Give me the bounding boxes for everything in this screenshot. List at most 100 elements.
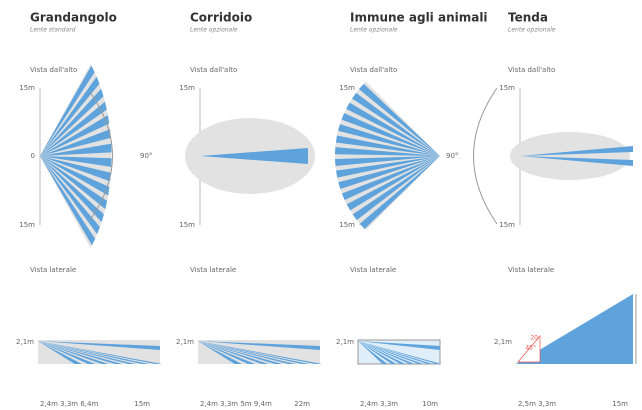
distance-label: 2,4m 3,3m 6,4m <box>40 400 98 408</box>
beam <box>341 156 440 200</box>
side-beam <box>198 341 310 364</box>
side-beam <box>198 341 269 364</box>
height-label: 2,1m <box>176 338 194 346</box>
side-beam <box>38 341 123 364</box>
side-mark: 45° <box>525 345 536 352</box>
axis-label: 0 <box>31 152 35 160</box>
column-title: Tenda <box>508 11 548 25</box>
view-label: Vista dall'alto <box>508 66 555 74</box>
view-label: Vista dall'alto <box>190 66 237 74</box>
height-label: 2,1m <box>336 338 354 346</box>
view-label: Vista dall'alto <box>30 66 77 74</box>
beam <box>40 156 111 182</box>
beam <box>40 156 110 196</box>
side-beam <box>358 341 415 364</box>
column-subtitle: Lente opzionale <box>508 27 556 34</box>
distance-label: 2,5m 3,3m <box>518 400 556 408</box>
axis-label: 15m <box>19 221 35 229</box>
side-beam <box>38 341 150 364</box>
axis-label: 15m <box>179 221 195 229</box>
angle-label: 90° <box>446 152 458 160</box>
view-label: Vista dall'alto <box>350 66 397 74</box>
beam <box>40 143 112 156</box>
distance-label: 10m <box>422 400 438 408</box>
beam <box>346 102 440 156</box>
side-beam <box>38 341 160 350</box>
view-label: Vista laterale <box>30 266 76 274</box>
beam <box>40 156 104 223</box>
side-area <box>517 335 541 363</box>
angle-label: 90° <box>140 152 152 160</box>
column: Corridoio Lente opzionale Vista dall'alto 1… <box>176 11 323 408</box>
axis-label: 15m <box>339 84 355 92</box>
beam <box>40 101 107 156</box>
beam <box>200 148 308 164</box>
beam <box>346 156 440 211</box>
side-beam <box>38 341 109 364</box>
beam <box>40 156 112 167</box>
beam <box>335 135 440 156</box>
column: Immune agli animali Lente opzionale Vista … <box>335 11 498 408</box>
side-beam <box>38 341 163 364</box>
column-title: Grandangolo <box>30 11 117 25</box>
column-subtitle: Lente opzionale <box>190 27 238 34</box>
side-beam <box>198 341 320 350</box>
beam <box>359 156 440 229</box>
beam <box>352 156 440 221</box>
arc <box>89 91 113 221</box>
column: Grandangolo Lente standard Vista dall'alto… <box>16 11 163 408</box>
beam <box>40 156 96 246</box>
distance-label: 15m <box>134 400 150 408</box>
axis-label: 15m <box>179 84 195 92</box>
side-beam <box>38 341 82 364</box>
arc <box>473 87 498 225</box>
coverage-area <box>40 64 112 248</box>
axis-label: 15m <box>339 221 355 229</box>
beam <box>40 115 110 156</box>
distance-label: 2,4m 3,3m 5m 9,4m <box>200 400 272 408</box>
column-title: Corridoio <box>190 11 252 25</box>
view-label: Vista laterale <box>508 266 554 274</box>
side-beam <box>38 341 136 364</box>
distance-label: 2,4m 3,3m <box>360 400 398 408</box>
beam <box>359 83 440 156</box>
beam <box>520 146 633 156</box>
side-beam <box>358 341 440 350</box>
beam <box>520 156 633 166</box>
column-subtitle: Lente standard <box>30 27 76 34</box>
beam <box>40 129 111 156</box>
beam <box>338 124 440 156</box>
beam <box>40 156 108 210</box>
side-beam <box>358 341 433 364</box>
axis-label: 15m <box>499 84 515 92</box>
side-area <box>516 294 633 364</box>
side-beam <box>38 341 96 364</box>
view-label: Vista laterale <box>190 266 236 274</box>
beam <box>40 156 100 235</box>
coverage-area <box>335 81 440 231</box>
beam <box>40 76 100 156</box>
beam <box>352 92 440 156</box>
coverage-area <box>510 132 630 180</box>
height-label: 2,1m <box>16 338 34 346</box>
axis-label: 15m <box>499 221 515 229</box>
beam <box>40 65 95 156</box>
view-label: Vista laterale <box>350 266 396 274</box>
beam <box>336 156 440 178</box>
beam <box>40 88 104 156</box>
beam <box>335 147 440 156</box>
side-beam <box>358 341 442 364</box>
column-title: Immune agli animali <box>350 11 488 25</box>
axis-label: 15m <box>19 84 35 92</box>
side-beam <box>358 341 424 364</box>
column-subtitle: Lente opzionale <box>350 27 398 34</box>
distance-label: 15m <box>612 400 628 408</box>
height-label: 2,1m <box>494 338 512 346</box>
side-beam <box>198 341 242 364</box>
side-beam <box>358 341 397 364</box>
beam <box>335 156 440 166</box>
distance-label: 22m <box>294 400 310 408</box>
beam <box>341 113 440 156</box>
